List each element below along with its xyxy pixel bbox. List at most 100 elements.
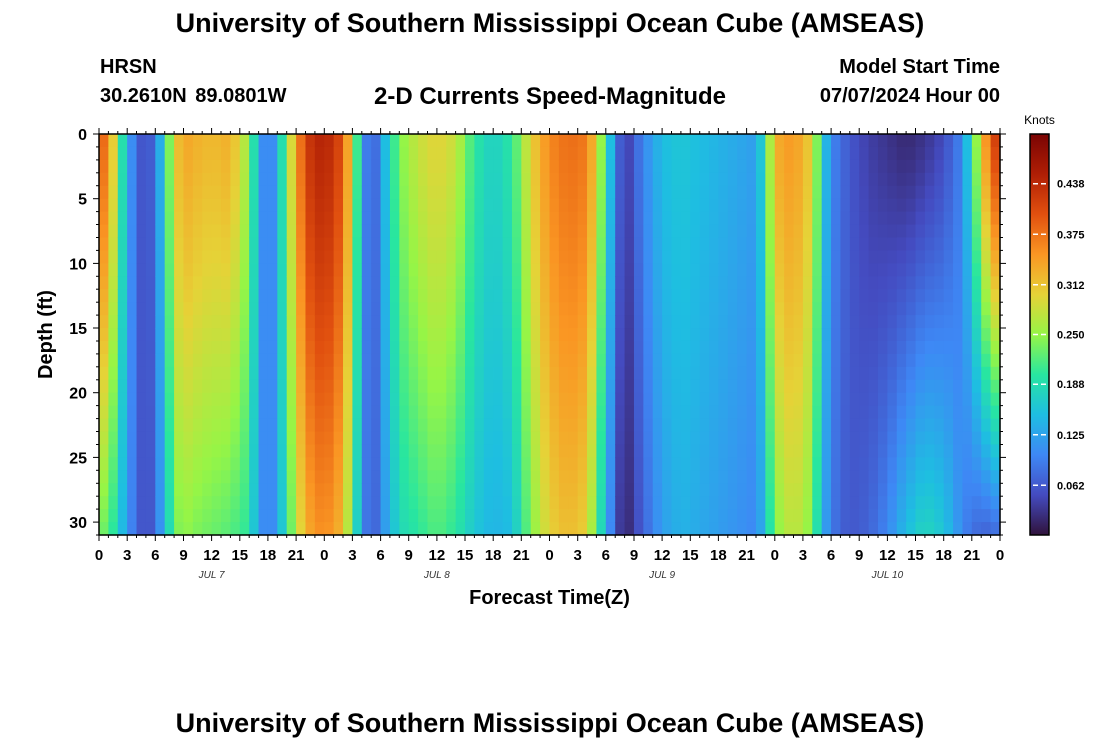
- heatmap-cell: [418, 353, 429, 368]
- heatmap-cell: [324, 237, 335, 252]
- heatmap-cell: [971, 185, 982, 200]
- heatmap-cell: [558, 340, 569, 355]
- heatmap-cell: [352, 470, 363, 484]
- heatmap-cell: [286, 353, 297, 368]
- heatmap-cell: [389, 263, 400, 277]
- heatmap-cell: [868, 457, 879, 471]
- heatmap-cell: [474, 172, 485, 187]
- heatmap-cell: [502, 366, 513, 381]
- x-tick-label: 18: [710, 547, 727, 564]
- heatmap-cell: [831, 522, 842, 536]
- heatmap-cell: [145, 366, 156, 381]
- heatmap-cell: [305, 496, 316, 510]
- heatmap-cell: [605, 431, 616, 446]
- heatmap-cell: [540, 276, 551, 290]
- heatmap-cell: [671, 431, 682, 446]
- heatmap-cell: [192, 211, 203, 226]
- heatmap-cell: [183, 483, 194, 497]
- heatmap-cell: [427, 496, 438, 510]
- heatmap-cell: [389, 146, 400, 161]
- heatmap-cell: [868, 302, 879, 316]
- heatmap-cell: [305, 483, 316, 497]
- heatmap-cell: [793, 134, 804, 148]
- heatmap-cell: [286, 496, 297, 510]
- heatmap-cell: [943, 185, 954, 200]
- heatmap-cell: [324, 289, 335, 303]
- heatmap-cell: [286, 522, 297, 536]
- heatmap-cell: [521, 470, 532, 484]
- heatmap-cell: [136, 146, 147, 161]
- heatmap-cell: [755, 263, 766, 277]
- heatmap-cell: [296, 353, 307, 368]
- heatmap-cell: [145, 302, 156, 316]
- heatmap-cell: [990, 418, 1001, 433]
- heatmap-cell: [849, 431, 860, 446]
- heatmap-cell: [549, 159, 560, 174]
- heatmap-cell: [718, 496, 729, 510]
- heatmap-cell: [249, 237, 260, 252]
- heatmap-cell: [896, 211, 907, 226]
- heatmap-cell: [277, 146, 288, 161]
- heatmap-cell: [324, 211, 335, 226]
- heatmap-cell: [483, 172, 494, 187]
- heatmap-cell: [108, 509, 119, 523]
- heatmap-cell: [99, 431, 109, 446]
- heatmap-cell: [192, 302, 203, 316]
- heatmap-cell: [352, 289, 363, 303]
- heatmap-cell: [549, 328, 560, 342]
- heatmap-cell: [221, 302, 231, 316]
- heatmap-cell: [352, 340, 363, 355]
- heatmap-cell: [633, 211, 644, 226]
- heatmap-cell: [333, 289, 344, 303]
- heatmap-cell: [324, 444, 335, 458]
- heatmap-cell: [455, 289, 466, 303]
- heatmap-cell: [643, 522, 654, 536]
- heatmap-cell: [511, 392, 522, 407]
- heatmap-cell: [521, 159, 532, 174]
- heatmap-cell: [99, 289, 109, 303]
- heatmap-cell: [859, 134, 870, 148]
- heatmap-cell: [671, 289, 682, 303]
- heatmap-cell: [155, 444, 166, 458]
- heatmap-cell: [680, 457, 691, 471]
- heatmap-cell: [249, 250, 260, 264]
- heatmap-cell: [568, 522, 579, 536]
- heatmap-cell: [849, 198, 860, 213]
- heatmap-cell: [755, 457, 766, 471]
- heatmap-cell: [239, 418, 250, 433]
- heatmap-cell: [671, 353, 682, 368]
- heatmap-cell: [859, 263, 870, 277]
- heatmap-cell: [267, 289, 278, 303]
- heatmap-cell: [530, 509, 541, 523]
- heatmap-cell: [605, 185, 616, 200]
- heatmap-cell: [877, 289, 888, 303]
- heatmap-cell: [361, 444, 372, 458]
- heatmap-cell: [765, 405, 776, 420]
- heatmap-cell: [953, 159, 964, 174]
- heatmap-cell: [239, 405, 250, 420]
- heatmap-cell: [906, 134, 917, 148]
- heatmap-cell: [924, 418, 935, 433]
- heatmap-cell: [924, 522, 935, 536]
- heatmap-cell: [727, 276, 738, 290]
- heatmap-cell: [277, 328, 288, 342]
- heatmap-cell: [793, 366, 804, 381]
- heatmap-cell: [436, 315, 447, 329]
- heatmap-cell: [568, 496, 579, 510]
- heatmap-cell: [943, 328, 954, 342]
- heatmap-cell: [258, 405, 269, 420]
- heatmap-cell: [117, 418, 128, 433]
- heatmap-cell: [784, 353, 795, 368]
- heatmap-cell: [587, 457, 598, 471]
- heatmap-cell: [352, 315, 363, 329]
- heatmap-cell: [511, 289, 522, 303]
- heatmap-cell: [981, 353, 992, 368]
- heatmap-cell: [671, 522, 682, 536]
- heatmap-cell: [108, 405, 119, 420]
- heatmap-cell: [380, 509, 391, 523]
- heatmap-cell: [511, 470, 522, 484]
- heatmap-cell: [784, 509, 795, 523]
- heatmap-cell: [511, 172, 522, 187]
- heatmap-cell: [249, 146, 260, 161]
- heatmap-cell: [709, 470, 720, 484]
